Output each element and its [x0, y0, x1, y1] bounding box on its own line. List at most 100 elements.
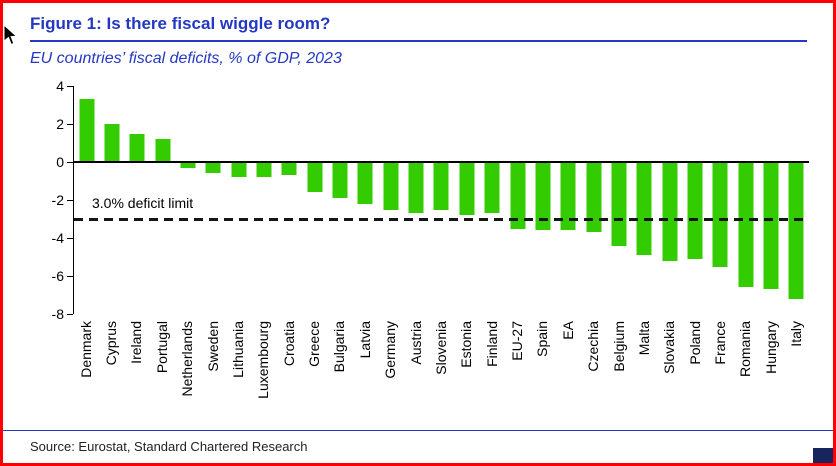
deficit-limit-line	[74, 217, 809, 221]
bar-netherlands	[180, 162, 196, 168]
bar-column	[530, 86, 555, 314]
bar-portugal	[155, 139, 171, 162]
bar-column	[327, 86, 352, 314]
x-label: Estonia	[458, 321, 475, 368]
bar-italy	[788, 162, 804, 299]
bar-column	[429, 86, 454, 314]
bar-column	[606, 86, 631, 314]
deficit-limit-label: 3.0% deficit limit	[92, 195, 194, 211]
bar-chart: 4 2 0 -2 -4 -6 -8 3.0% deficit limit Denmark Cy…	[33, 78, 809, 420]
y-tick-label: 2	[56, 116, 64, 132]
x-label: Spain	[534, 321, 551, 357]
bar-hungary	[763, 162, 779, 290]
bar-column	[99, 86, 124, 314]
title-divider	[30, 40, 807, 42]
x-label: Luxembourg	[255, 321, 272, 399]
x-label: Austria	[407, 321, 424, 365]
y-tick-mark	[67, 314, 73, 315]
bar-column	[581, 86, 606, 314]
bar-column	[708, 86, 733, 314]
bar-column	[302, 86, 327, 314]
x-label: Slovenia	[432, 321, 449, 375]
x-label: Malta	[635, 321, 652, 356]
bar-slovenia	[433, 162, 449, 210]
bar-column	[758, 86, 783, 314]
y-tick-mark	[67, 162, 73, 163]
x-label: Italy	[788, 321, 805, 347]
bar-eu-27	[510, 162, 526, 229]
x-label: Germany	[382, 321, 399, 379]
bar-estonia	[459, 162, 475, 216]
bar-latvia	[357, 162, 373, 204]
x-label: Finland	[483, 321, 500, 367]
chart-header: Figure 1: Is there fiscal wiggle room? E…	[30, 14, 807, 68]
bar-column	[657, 86, 682, 314]
bar-column	[74, 86, 99, 314]
x-label: EU-27	[509, 321, 526, 361]
y-tick-mark	[67, 200, 73, 201]
bar-column	[277, 86, 302, 314]
x-label: Sweden	[204, 321, 221, 372]
bar-column	[251, 86, 276, 314]
y-tick-label: 4	[56, 78, 64, 94]
bar-column	[175, 86, 200, 314]
x-label: Cyprus	[103, 321, 120, 366]
bar-column	[403, 86, 428, 314]
y-tick-label: -2	[51, 192, 64, 208]
bar-france	[712, 162, 728, 267]
bar-column	[682, 86, 707, 314]
x-label: Belgium	[610, 321, 627, 372]
figure-subtitle: EU countries’ fiscal deficits, % of GDP,…	[30, 50, 342, 67]
bar-slovakia	[662, 162, 678, 261]
x-label: Latvia	[356, 321, 373, 359]
bar-column	[505, 86, 530, 314]
figure-title: Figure 1: Is there fiscal wiggle room?	[30, 14, 331, 33]
x-labels: Denmark Cyprus Ireland Portugal Netherlands S…	[73, 314, 809, 420]
bar-column	[150, 86, 175, 314]
bar-denmark	[79, 99, 95, 162]
bars	[74, 86, 809, 314]
x-label: EA	[559, 321, 576, 340]
bar-lithuania	[231, 162, 247, 178]
y-tick-label: -6	[51, 268, 64, 284]
bar-column	[556, 86, 581, 314]
x-label: Poland	[686, 321, 703, 365]
bar-romania	[738, 162, 754, 288]
x-label: Romania	[737, 321, 754, 378]
bar-column	[784, 86, 809, 314]
x-label: Bulgaria	[331, 321, 348, 373]
bar-croatia	[281, 162, 297, 176]
x-label: Slovakia	[661, 321, 678, 374]
bar-belgium	[611, 162, 627, 246]
x-label: Greece	[306, 321, 323, 367]
bar-czechia	[586, 162, 602, 233]
y-tick-mark	[67, 276, 73, 277]
x-label: Netherlands	[179, 321, 196, 397]
bar-column	[353, 86, 378, 314]
y-tick-label: -8	[51, 306, 64, 322]
bar-ireland	[129, 133, 145, 162]
bar-column	[201, 86, 226, 314]
bar-sweden	[205, 162, 221, 174]
x-label: Hungary	[762, 321, 779, 374]
x-label: Lithuania	[229, 321, 246, 378]
footer: Source: Eurostat, Standard Chartered Res…	[3, 430, 833, 463]
bar-austria	[408, 162, 424, 214]
bar-column	[454, 86, 479, 314]
bar-malta	[636, 162, 652, 256]
x-label: France	[712, 321, 729, 365]
y-tick-mark	[67, 124, 73, 125]
x-label: Croatia	[280, 321, 297, 367]
bar-column	[480, 86, 505, 314]
bar-greece	[307, 162, 323, 193]
bar-germany	[383, 162, 399, 210]
bar-column	[632, 86, 657, 314]
y-tick-mark	[67, 238, 73, 239]
bar-column	[378, 86, 403, 314]
corner-square	[813, 448, 833, 463]
y-tick-label: 0	[56, 154, 64, 170]
x-label: Czechia	[585, 321, 602, 372]
bar-luxembourg	[256, 162, 272, 178]
bar-column	[226, 86, 251, 314]
